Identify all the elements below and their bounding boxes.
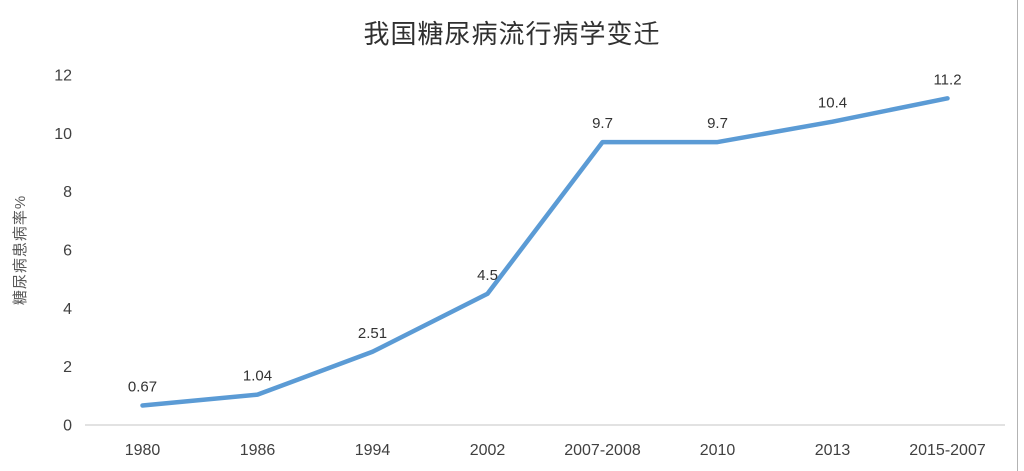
data-point-label: 11.2	[933, 71, 961, 88]
y-tick-label: 10	[54, 126, 72, 143]
x-tick-label: 1980	[125, 442, 161, 459]
x-tick-label: 2002	[470, 442, 506, 459]
data-point-label: 4.5	[477, 267, 498, 284]
chart-title: 我国糖尿病流行病学变迁	[363, 19, 661, 49]
x-tick-label: 2015-2007	[909, 442, 986, 459]
x-tick-label: 2013	[815, 442, 851, 459]
x-tick-label: 1994	[355, 442, 391, 459]
y-tick-label: 0	[63, 418, 72, 435]
data-point-label: 0.67	[128, 378, 157, 395]
x-tick-label: 2010	[700, 442, 736, 459]
data-point-label: 9.7	[592, 115, 613, 132]
y-tick-label: 12	[54, 68, 72, 85]
y-tick-label: 4	[63, 301, 72, 318]
data-line-series	[140, 96, 950, 408]
data-point-label: 9.7	[707, 115, 728, 132]
y-axis-title: 糖尿病患病率%	[12, 195, 29, 305]
data-point-label: 1.04	[243, 368, 272, 385]
y-tick-label: 6	[63, 243, 72, 260]
data-point-label: 10.4	[818, 95, 847, 112]
y-tick-label: 8	[63, 184, 72, 201]
x-tick-label: 2007-2008	[564, 442, 641, 459]
y-tick-label: 2	[63, 359, 72, 376]
x-tick-label: 1986	[240, 442, 276, 459]
data-point-label: 2.51	[358, 325, 387, 342]
